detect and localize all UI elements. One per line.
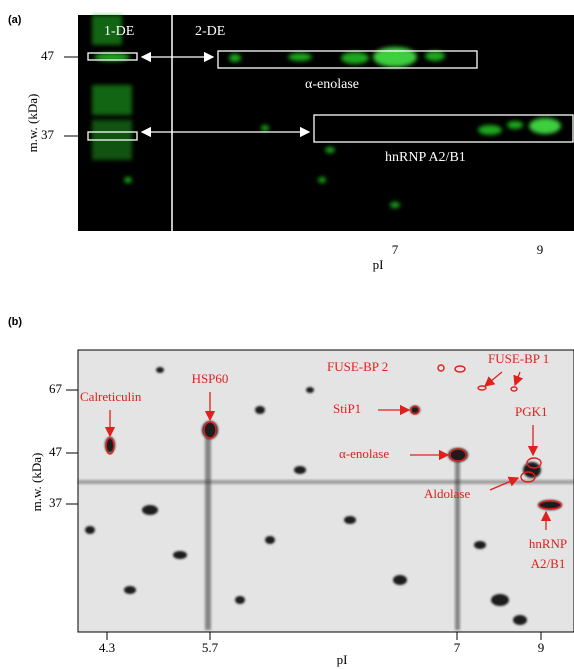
y-tick-label: 67 [49, 381, 63, 396]
lane-label: 2-DE [195, 24, 225, 39]
lane-label: 1-DE [104, 24, 134, 39]
y-tick-label: 37 [41, 127, 55, 142]
annotation: HSP60 [192, 371, 229, 386]
panel-label: (b) [8, 316, 22, 328]
spots [92, 15, 561, 208]
gel-image [78, 350, 574, 632]
annotation: FUSE-BP 2 [327, 359, 388, 374]
y-tick-label: 47 [41, 48, 55, 63]
x-tick-label: 7 [392, 242, 399, 257]
annotation: Aldolase [424, 486, 470, 501]
annotation: PGK1 [515, 404, 548, 419]
annotation: α-enolase [339, 446, 389, 461]
y-axis-label: m.w. (kDa) [29, 453, 44, 512]
annotation: α-enolase [305, 77, 359, 92]
x-tick-label: 5.7 [202, 640, 219, 655]
annotation: hnRNP [529, 536, 567, 551]
y-tick-label: 47 [49, 444, 63, 459]
panel-b: (b) [8, 316, 574, 667]
x-tick-label: 7 [454, 640, 461, 655]
frame [77, 349, 574, 633]
annotation: FUSE-BP 1 [488, 351, 549, 366]
gel-image [78, 15, 574, 231]
panel-a: (a) 1-DE 2-DE α-enolase hnRNP A2/B1 47 3… [8, 14, 574, 272]
x-tick-label: 9 [537, 242, 544, 257]
y-tick-label: 37 [49, 495, 63, 510]
y-axis-label: m.w. (kDa) [25, 94, 40, 153]
annotation: Calreticulin [80, 389, 142, 404]
annotation: StiP1 [333, 401, 361, 416]
x-axis-label: pI [337, 652, 348, 667]
annotation: hnRNP A2/B1 [385, 150, 466, 165]
panel-label: (a) [8, 14, 22, 26]
boxes [87, 50, 574, 143]
x-axis-label: pI [373, 257, 384, 272]
x-tick-label: 4.3 [99, 640, 115, 655]
x-tick-label: 9 [538, 640, 545, 655]
highlights [104, 364, 562, 530]
annotation: A2/B1 [531, 556, 566, 571]
spots [78, 367, 574, 630]
